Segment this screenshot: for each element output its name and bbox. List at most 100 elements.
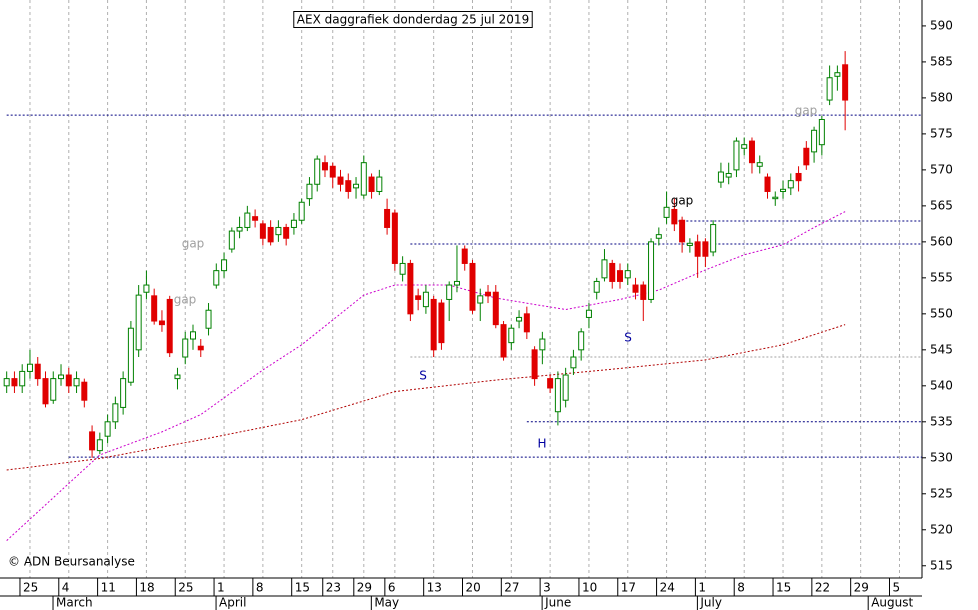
y-tick-label: 580	[930, 90, 953, 104]
annotation: gap	[795, 104, 818, 118]
candle-body	[624, 270, 631, 279]
candle-body	[601, 259, 608, 279]
candle-body	[523, 313, 530, 333]
candle-body	[430, 298, 437, 351]
candle-body	[415, 295, 422, 300]
candle-body	[531, 349, 538, 380]
candle-body	[686, 242, 693, 246]
month-label: June	[544, 596, 571, 610]
candle-body	[725, 172, 732, 178]
candle-body	[399, 262, 406, 275]
x-tick-label: 15	[295, 581, 310, 595]
month-label: May	[374, 596, 399, 610]
moving-average	[6, 324, 846, 471]
candle-body	[275, 226, 282, 236]
candle-body	[578, 331, 585, 351]
candle-body	[329, 165, 336, 178]
y-tick-label: 575	[930, 126, 953, 140]
candle-body	[648, 241, 655, 300]
candle-body	[182, 338, 189, 358]
candle-body	[96, 439, 103, 452]
y-tick-label: 590	[930, 18, 953, 32]
candle-body	[756, 162, 763, 167]
candle-body	[834, 72, 841, 77]
y-tick-label: 540	[930, 378, 953, 392]
candle-body	[221, 259, 228, 272]
y-tick-label: 585	[930, 54, 953, 68]
candle-body	[143, 284, 150, 293]
candle-body	[679, 219, 686, 243]
candle-body	[748, 140, 755, 164]
candle-body	[446, 284, 453, 300]
candle-body	[702, 241, 709, 257]
candle-body	[26, 363, 33, 372]
candle-body	[127, 327, 134, 383]
candle-body	[306, 183, 313, 200]
candle-body	[461, 248, 468, 264]
candle-body	[174, 374, 181, 380]
candle-body	[151, 295, 158, 322]
x-tick-label: 6	[388, 581, 396, 595]
x-tick-label: 22	[815, 581, 830, 595]
candle-body	[818, 118, 825, 146]
y-tick-label: 570	[930, 162, 953, 176]
x-tick-label: 27	[504, 581, 519, 595]
candle-body	[585, 309, 592, 318]
candle-body	[547, 378, 554, 389]
candle-body	[508, 327, 515, 344]
candle-body	[717, 171, 724, 183]
candle-body	[360, 162, 367, 196]
candle-body	[438, 302, 445, 344]
y-tick-label: 515	[930, 558, 953, 572]
annotation: H	[537, 437, 546, 451]
candle-body	[73, 378, 80, 387]
candle-body	[213, 270, 220, 286]
x-tick-label: 11	[101, 581, 116, 595]
x-tick-label: 20	[465, 581, 480, 595]
title-box	[293, 11, 533, 28]
candle-body	[477, 295, 484, 304]
y-tick-label: 530	[930, 450, 953, 464]
x-tick-label: 3	[543, 581, 551, 595]
candle-body	[453, 280, 460, 286]
candle-body	[710, 224, 717, 253]
candle-body	[283, 226, 290, 239]
candle-body	[640, 284, 647, 300]
y-tick-label: 535	[930, 414, 953, 428]
candle-body	[42, 378, 49, 405]
x-tick-label: 15	[776, 581, 791, 595]
candle-body	[391, 212, 398, 264]
candle-body	[663, 206, 670, 218]
candle-body	[562, 374, 569, 401]
candle-body	[803, 147, 810, 166]
candle-body	[81, 381, 88, 401]
x-tick-label: 18	[139, 581, 154, 595]
x-tick-label: 8	[737, 581, 745, 595]
annotation: S	[624, 331, 632, 345]
candle-body	[772, 196, 779, 200]
x-tick-label: 29	[854, 581, 869, 595]
x-tick-label: 17	[621, 581, 636, 595]
candle-body	[337, 176, 344, 185]
candle-body	[764, 176, 771, 192]
candle-body	[655, 234, 662, 239]
candle-body	[376, 176, 383, 192]
candle-body	[795, 172, 802, 182]
candle-body	[89, 431, 96, 451]
candle-body	[112, 403, 119, 423]
candle-body	[570, 356, 577, 369]
candle-body	[19, 370, 26, 387]
candle-body	[190, 331, 197, 340]
candle-body	[842, 64, 849, 101]
candle-body	[321, 162, 328, 171]
candle-body	[500, 324, 507, 358]
candle-body	[236, 226, 243, 232]
candle-body	[780, 188, 787, 192]
candle-body	[826, 77, 833, 101]
candle-body	[593, 280, 600, 293]
candle-body	[422, 291, 429, 308]
candle-body	[252, 216, 259, 221]
x-tick-label: 4	[62, 581, 70, 595]
candle-body	[516, 316, 523, 322]
